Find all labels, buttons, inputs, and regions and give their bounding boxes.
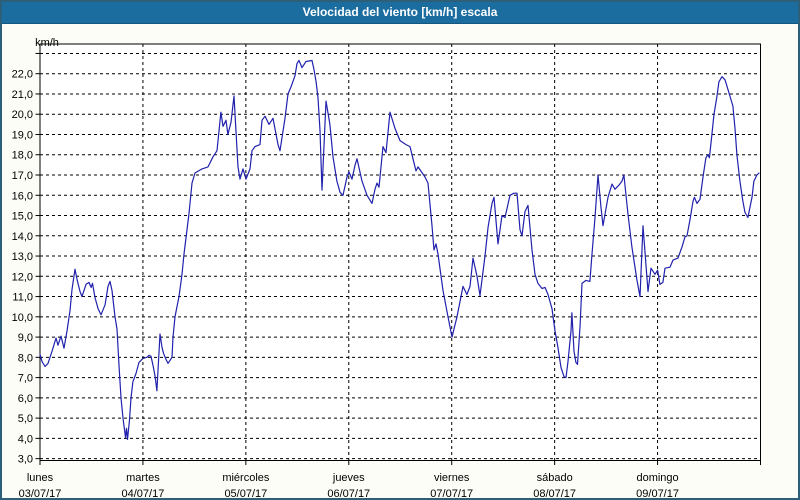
- x-axis-date-label: 03/07/17: [19, 488, 62, 498]
- x-axis-date-label: 09/07/17: [636, 488, 679, 498]
- y-tick-label: 21,0: [12, 89, 33, 101]
- wind-speed-line: [39, 59, 760, 440]
- y-tick-label: 11,0: [12, 292, 33, 304]
- y-tick-label: 19,0: [12, 129, 33, 141]
- y-tick-label: 5,0: [18, 413, 33, 425]
- chart-title: Velocidad del viento [km/h] escala: [302, 5, 498, 19]
- y-tick-label: 3,0: [18, 454, 33, 466]
- chart-title-bar: Velocidad del viento [km/h] escala: [2, 2, 798, 24]
- chart-area: 3,0 4,0 5,0 6,0 7,0 8,0 9,0 10,0 11,0 12,0 13,0 14,…: [2, 24, 798, 498]
- x-axis-day-label: miércoles: [222, 472, 270, 484]
- x-axis-date-label: 08/07/17: [533, 488, 576, 498]
- y-tick-label: 20,0: [12, 109, 33, 121]
- x-axis-date-label: 06/07/17: [327, 488, 370, 498]
- y-tick-label: 10,0: [12, 312, 33, 324]
- x-axis-day-label: jueves: [332, 472, 365, 484]
- x-axis-date-label: 07/07/17: [430, 488, 473, 498]
- x-axis-day-label: domingo: [636, 472, 678, 484]
- plot-border: [39, 43, 761, 461]
- x-axis-day-label: sábado: [537, 472, 573, 484]
- y-tick-label: 4,0: [18, 433, 33, 445]
- y-tick-label: 17,0: [12, 170, 33, 182]
- x-axis-day-label: lunes: [27, 472, 54, 484]
- x-axis-date-label: 05/07/17: [224, 488, 267, 498]
- y-axis-unit-label: km/h: [35, 37, 59, 49]
- y-tick-label: 8,0: [18, 352, 33, 364]
- plot-background: [40, 44, 761, 461]
- y-tick-label: 9,0: [18, 332, 33, 344]
- y-tick-label: 15,0: [12, 211, 33, 223]
- x-axis-day-label: viernes: [434, 472, 470, 484]
- y-tick-label: 22,0: [12, 69, 33, 81]
- y-tick-label: 14,0: [12, 231, 33, 243]
- x-axis-date-label: 04/07/17: [122, 488, 165, 498]
- x-axis-day-label: martes: [126, 472, 160, 484]
- y-tick-label: 13,0: [12, 251, 33, 263]
- y-tick-label: 18,0: [12, 150, 33, 162]
- y-tick-label: 7,0: [18, 373, 33, 385]
- y-tick-label: 6,0: [18, 393, 33, 405]
- y-tick-label: 16,0: [12, 190, 33, 202]
- y-tick-label: 12,0: [12, 271, 33, 283]
- wind-speed-plot: 3,0 4,0 5,0 6,0 7,0 8,0 9,0 10,0 11,0 12,0 13,0 14,…: [12, 43, 761, 498]
